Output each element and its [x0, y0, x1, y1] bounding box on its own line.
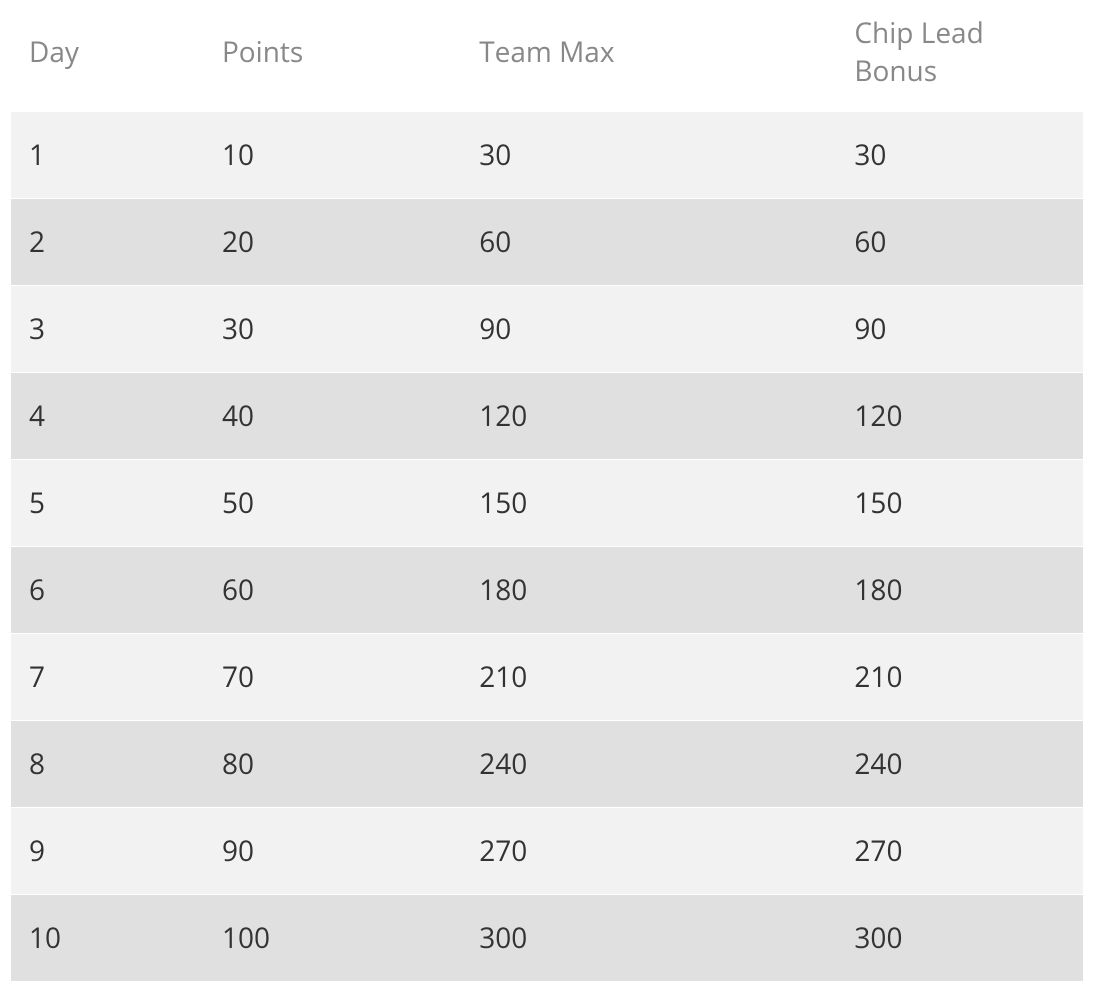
cell-day: 3 [11, 286, 204, 373]
cell-bonus: 60 [836, 199, 1083, 286]
table-row: 7 70 210 210 [11, 634, 1083, 721]
table-row: 10 100 300 300 [11, 895, 1083, 982]
cell-teammax: 300 [461, 895, 836, 982]
cell-points: 40 [204, 373, 461, 460]
cell-points: 80 [204, 721, 461, 808]
cell-teammax: 60 [461, 199, 836, 286]
cell-points: 70 [204, 634, 461, 721]
table-row: 6 60 180 180 [11, 547, 1083, 634]
cell-bonus: 180 [836, 547, 1083, 634]
column-header-teammax: Team Max [461, 0, 836, 112]
cell-teammax: 270 [461, 808, 836, 895]
cell-points: 60 [204, 547, 461, 634]
cell-bonus: 210 [836, 634, 1083, 721]
table-header-row: Day Points Team Max Chip Lead Bonus [11, 0, 1083, 112]
cell-points: 90 [204, 808, 461, 895]
table-row: 1 10 30 30 [11, 112, 1083, 199]
table-row: 4 40 120 120 [11, 373, 1083, 460]
cell-points: 50 [204, 460, 461, 547]
cell-day: 8 [11, 721, 204, 808]
cell-points: 30 [204, 286, 461, 373]
table-row: 2 20 60 60 [11, 199, 1083, 286]
cell-teammax: 180 [461, 547, 836, 634]
cell-bonus: 120 [836, 373, 1083, 460]
cell-teammax: 90 [461, 286, 836, 373]
cell-day: 10 [11, 895, 204, 982]
cell-bonus: 300 [836, 895, 1083, 982]
cell-bonus: 270 [836, 808, 1083, 895]
cell-day: 9 [11, 808, 204, 895]
cell-teammax: 120 [461, 373, 836, 460]
cell-day: 1 [11, 112, 204, 199]
points-table: Day Points Team Max Chip Lead Bonus 1 10… [11, 0, 1083, 982]
column-header-day: Day [11, 0, 204, 112]
cell-day: 5 [11, 460, 204, 547]
cell-teammax: 240 [461, 721, 836, 808]
cell-bonus: 150 [836, 460, 1083, 547]
cell-teammax: 210 [461, 634, 836, 721]
column-header-bonus: Chip Lead Bonus [836, 0, 1083, 112]
table-row: 5 50 150 150 [11, 460, 1083, 547]
cell-day: 4 [11, 373, 204, 460]
cell-points: 100 [204, 895, 461, 982]
cell-bonus: 240 [836, 721, 1083, 808]
cell-points: 10 [204, 112, 461, 199]
cell-day: 2 [11, 199, 204, 286]
cell-day: 7 [11, 634, 204, 721]
cell-teammax: 150 [461, 460, 836, 547]
table-row: 3 30 90 90 [11, 286, 1083, 373]
cell-teammax: 30 [461, 112, 836, 199]
cell-day: 6 [11, 547, 204, 634]
table-row: 8 80 240 240 [11, 721, 1083, 808]
table-row: 9 90 270 270 [11, 808, 1083, 895]
cell-bonus: 90 [836, 286, 1083, 373]
cell-bonus: 30 [836, 112, 1083, 199]
column-header-points: Points [204, 0, 461, 112]
points-table-container: Day Points Team Max Chip Lead Bonus 1 10… [0, 0, 1094, 982]
cell-points: 20 [204, 199, 461, 286]
